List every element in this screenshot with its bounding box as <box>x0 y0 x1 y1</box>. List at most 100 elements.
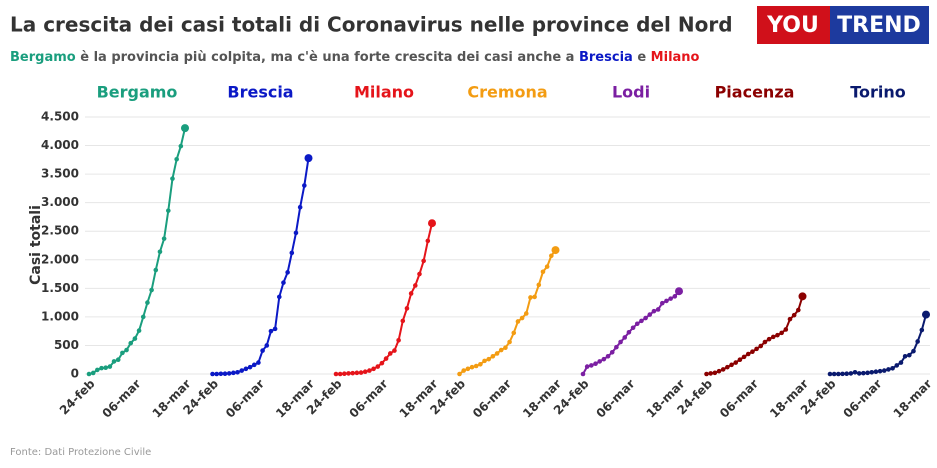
data-point <box>247 364 253 370</box>
data-point <box>157 249 163 255</box>
data-point <box>166 208 171 213</box>
data-point <box>725 364 730 370</box>
data-point <box>840 371 845 377</box>
series-line <box>830 314 927 375</box>
data-point <box>465 366 471 372</box>
data-point <box>609 349 615 355</box>
y-tick-label: 3.000 <box>41 195 79 209</box>
subtitle-part: è la provincia più colpita, ma c'è una f… <box>76 50 579 65</box>
data-point <box>856 371 862 376</box>
data-point <box>362 369 368 375</box>
data-point <box>346 371 351 376</box>
data-point <box>704 371 709 377</box>
data-point <box>762 339 768 345</box>
data-point <box>350 370 355 376</box>
data-point <box>132 336 138 341</box>
data-point <box>103 365 108 371</box>
data-point <box>86 371 92 377</box>
data-point <box>584 364 590 369</box>
data-point <box>902 353 908 359</box>
data-point <box>375 364 381 369</box>
y-tick-label: 2.000 <box>41 252 79 266</box>
data-point <box>210 371 215 377</box>
data-point <box>716 368 722 374</box>
data-point <box>486 356 492 362</box>
data-point <box>413 283 418 288</box>
data-point <box>852 369 858 375</box>
data-point <box>218 371 224 377</box>
panel-title: Piacenza <box>715 83 795 102</box>
data-point <box>239 368 245 373</box>
data-point <box>457 371 462 377</box>
data-point <box>827 371 833 377</box>
data-point <box>490 353 496 359</box>
x-tick-label: 06-mar <box>594 377 638 421</box>
data-point <box>140 314 146 320</box>
x-tick-label: 06-mar <box>470 377 514 421</box>
data-point <box>503 345 508 351</box>
data-point <box>551 246 560 255</box>
data-point <box>358 370 364 375</box>
data-point <box>145 300 150 305</box>
data-point <box>775 332 780 338</box>
logo-text: TREND <box>837 13 921 38</box>
data-point <box>333 371 339 377</box>
data-point <box>383 356 389 361</box>
data-point <box>260 348 265 353</box>
chart-subtitle: Bergamo è la provincia più colpita, ma c… <box>10 50 700 65</box>
data-point <box>618 339 623 345</box>
data-point <box>469 364 475 370</box>
series-line <box>458 249 557 375</box>
series-line <box>212 157 310 375</box>
data-point <box>865 370 870 376</box>
data-point <box>153 267 159 273</box>
data-point <box>589 363 594 368</box>
logo: YOU TREND <box>757 6 929 44</box>
data-point <box>750 349 755 355</box>
data-point <box>400 318 406 324</box>
data-point <box>668 296 673 301</box>
data-point <box>494 351 500 356</box>
data-point <box>170 176 175 181</box>
data-point <box>634 321 640 327</box>
data-point <box>396 338 401 343</box>
data-point <box>181 124 189 133</box>
data-point <box>174 156 179 162</box>
data-point <box>297 204 303 210</box>
data-point <box>281 280 286 285</box>
data-point <box>532 294 537 300</box>
data-point <box>337 371 343 377</box>
data-point <box>161 236 167 241</box>
data-point <box>124 347 129 353</box>
data-point <box>664 298 669 304</box>
x-tick-label: 24-feb <box>57 376 98 417</box>
data-point <box>115 357 121 363</box>
y-tick-label: 500 <box>54 338 79 352</box>
data-point <box>729 362 734 368</box>
panel-title: Lodi <box>612 83 650 102</box>
data-point <box>601 356 607 362</box>
logo-text: YOU <box>766 13 819 38</box>
data-point <box>392 348 397 353</box>
data-point <box>90 370 96 376</box>
y-tick-label: 1.000 <box>41 309 79 323</box>
data-point <box>367 368 372 373</box>
data-point <box>643 315 648 321</box>
data-point <box>214 371 219 377</box>
data-point <box>712 370 718 376</box>
data-point <box>597 359 602 364</box>
data-point <box>626 330 632 335</box>
data-point <box>754 346 759 352</box>
source: Fonte: Dati Protezione Civile <box>10 447 151 458</box>
x-tick-label: 06-mar <box>347 377 391 421</box>
data-point <box>890 365 895 371</box>
data-point <box>898 360 904 365</box>
data-point <box>907 352 912 358</box>
logo-right <box>830 6 929 44</box>
data-point <box>120 350 125 356</box>
panel-title: Brescia <box>227 83 293 102</box>
data-point <box>831 371 837 377</box>
data-point <box>222 371 228 377</box>
data-point <box>708 371 713 376</box>
